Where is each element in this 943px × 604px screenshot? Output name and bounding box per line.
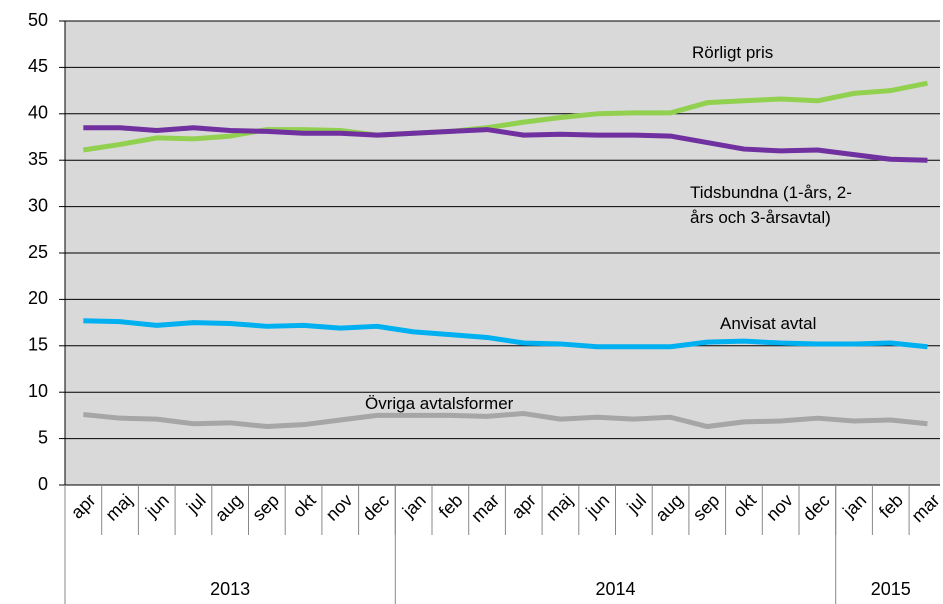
group-label: 2015 xyxy=(871,579,911,599)
group-label: 2014 xyxy=(595,579,635,599)
series-line xyxy=(83,125,928,163)
y-tick-label: 5 xyxy=(38,427,48,447)
x-tick-label: aug xyxy=(651,490,686,525)
x-tick-label: nov xyxy=(322,490,357,525)
group-label: 2013 xyxy=(210,579,250,599)
y-tick-label: 10 xyxy=(28,381,48,401)
series-label: Anvisat avtal xyxy=(720,314,817,333)
y-tick-label: 40 xyxy=(28,103,48,123)
x-tick-label: jun xyxy=(141,490,173,522)
series-line xyxy=(83,411,928,430)
x-tick-label: feb xyxy=(875,490,907,522)
y-tick-label: 50 xyxy=(28,10,48,30)
x-tick-label: mar xyxy=(467,490,503,526)
x-tick-label: apr xyxy=(67,490,100,523)
x-tick-label: dec xyxy=(799,490,834,525)
series-label: Övriga avtalsformer xyxy=(365,394,514,413)
y-tick-label: 30 xyxy=(28,195,48,215)
x-tick-label: okt xyxy=(729,490,760,521)
x-tick-label: dec xyxy=(358,490,393,525)
x-tick-label: jul xyxy=(182,490,210,518)
x-tick-label: feb xyxy=(435,490,467,522)
series-line xyxy=(83,318,928,350)
x-tick-label: sep xyxy=(689,490,724,525)
x-tick-label: okt xyxy=(289,490,320,521)
x-tick-label: jan xyxy=(398,490,430,522)
x-tick-label: jul xyxy=(622,490,650,518)
x-tick-label: aug xyxy=(211,490,246,525)
x-tick-label: maj xyxy=(542,490,577,525)
x-tick-label: jun xyxy=(581,490,613,522)
x-tick-label: mar xyxy=(908,490,943,526)
y-tick-label: 15 xyxy=(28,335,48,355)
y-tick-label: 20 xyxy=(28,288,48,308)
x-tick-label: jan xyxy=(838,490,870,522)
series-line xyxy=(82,80,928,153)
x-tick-label: apr xyxy=(507,490,540,523)
y-tick-label: 0 xyxy=(38,474,48,494)
series-label: Tidsbundna (1-års, 2-års och 3-årsavtal) xyxy=(690,183,852,227)
x-tick-label: sep xyxy=(248,490,283,525)
y-tick-label: 35 xyxy=(28,149,48,169)
series-label: Rörligt pris xyxy=(692,43,774,62)
y-tick-label: 45 xyxy=(28,56,48,76)
x-tick-label: nov xyxy=(762,490,797,525)
y-tick-label: 25 xyxy=(28,242,48,262)
x-tick-label: maj xyxy=(102,490,137,525)
